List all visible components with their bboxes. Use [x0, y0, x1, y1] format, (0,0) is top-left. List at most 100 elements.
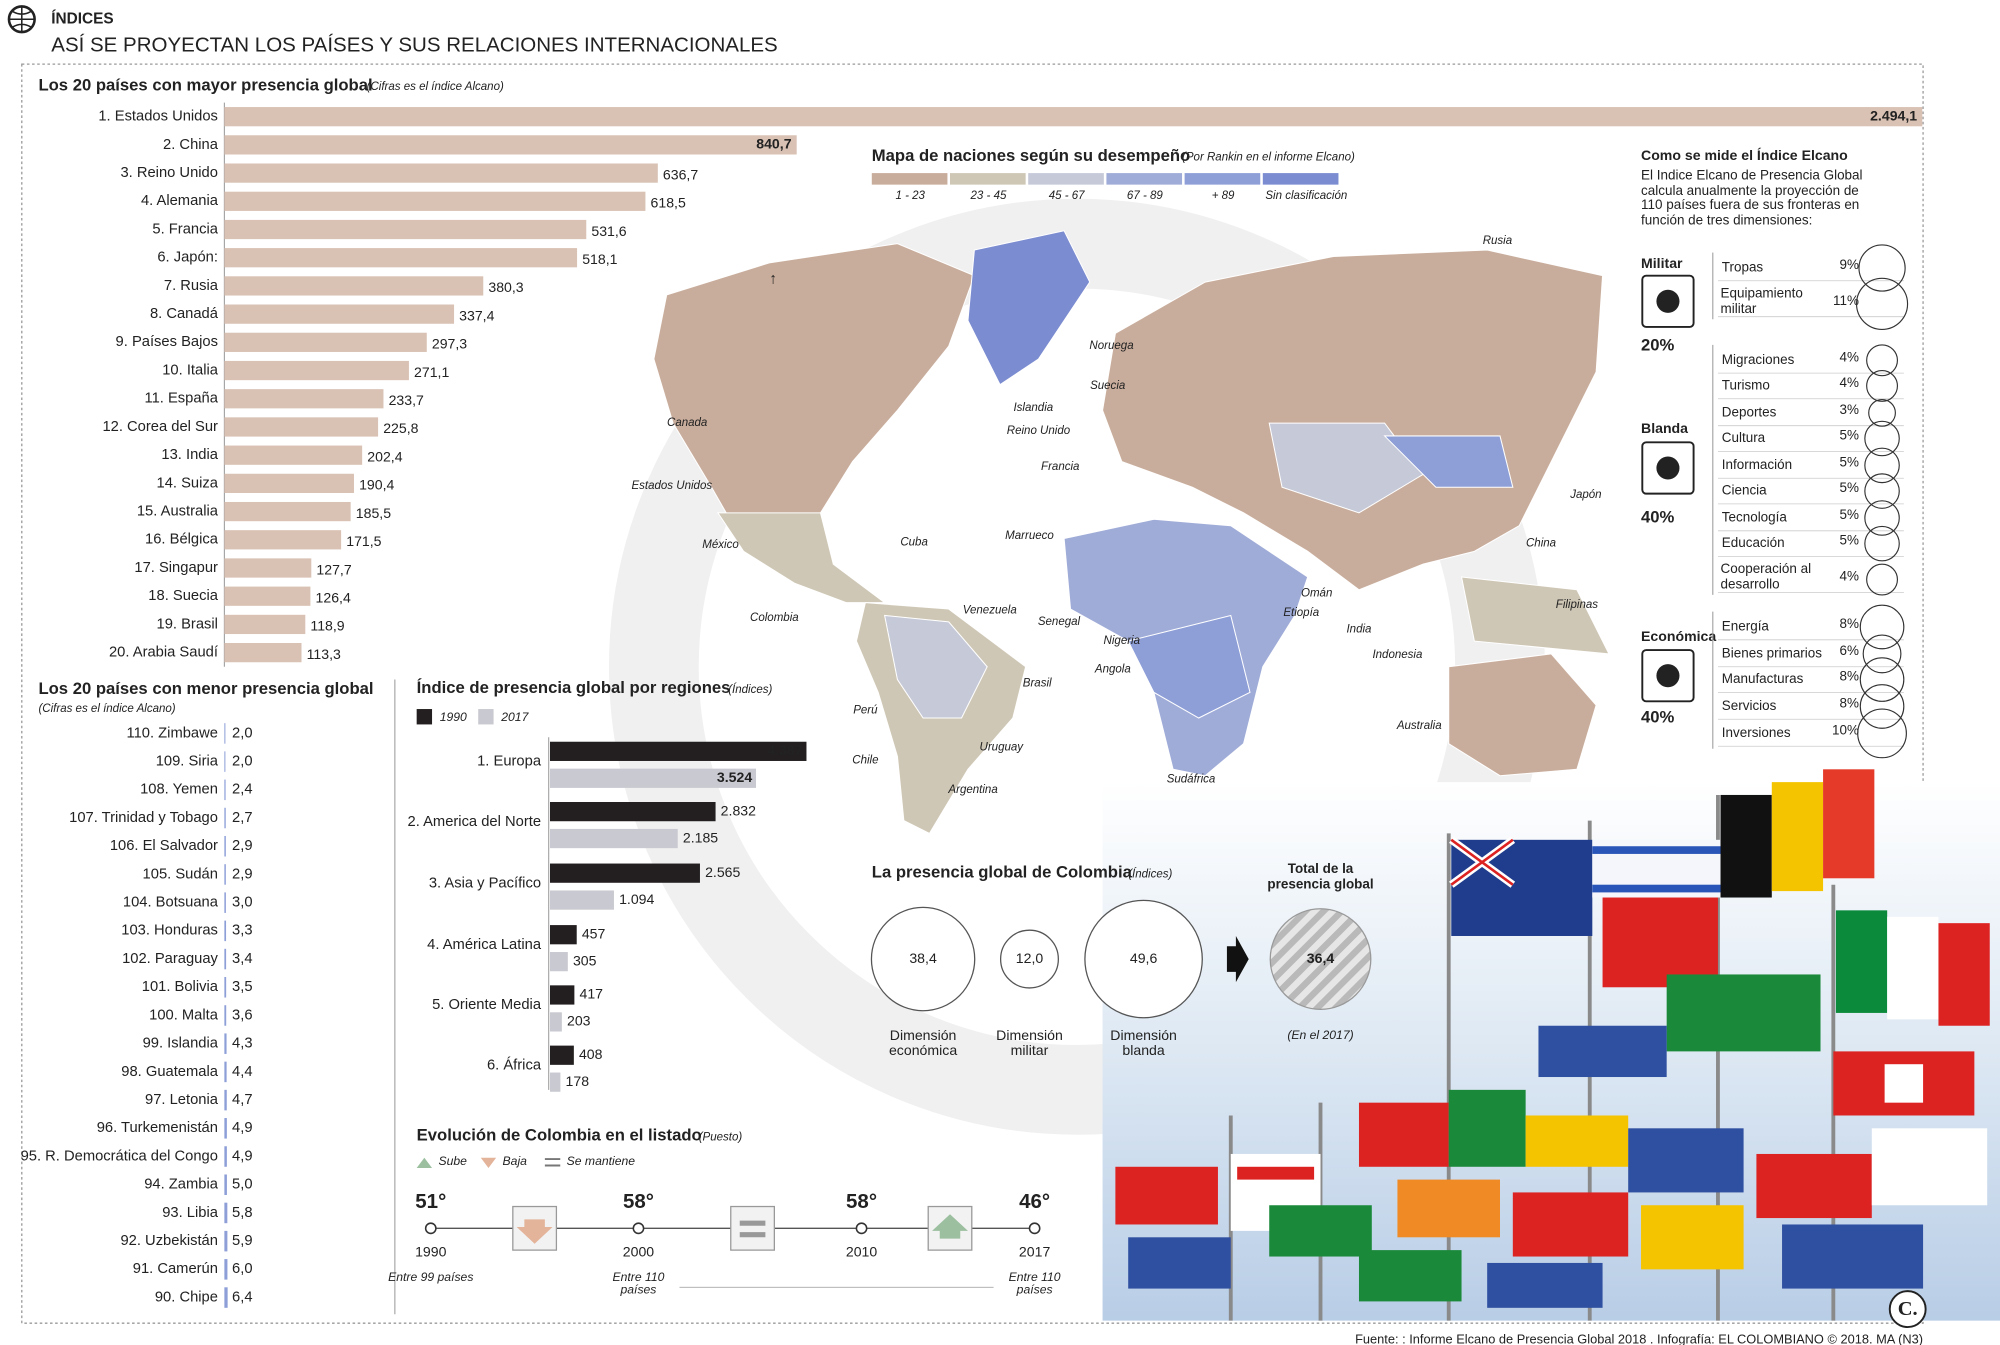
- rank-label: 58°: [623, 1190, 654, 1213]
- category-label: 10. Italia: [162, 362, 219, 378]
- bar: [224, 135, 797, 155]
- bar: [224, 723, 226, 744]
- country-label: Venezuela: [963, 604, 1018, 616]
- value-label: 4,9: [232, 1148, 252, 1164]
- bar: [224, 835, 226, 857]
- value-label: 380,3: [488, 279, 523, 295]
- page-title: ASÍ SE PROYECTAN LOS PAÍSES Y SUS RELACI…: [51, 34, 777, 57]
- legend-label: 45 - 67: [1049, 190, 1085, 202]
- legend-label: Baja: [503, 1154, 528, 1168]
- legend-swatch: [478, 709, 494, 725]
- value-label: 3,0: [232, 895, 252, 911]
- value-label: 6,0: [232, 1261, 252, 1277]
- bar: [550, 741, 807, 761]
- group-icon-glyph: [1656, 664, 1680, 688]
- item-name: Turismo: [1722, 377, 1770, 392]
- item-circle: [1855, 277, 1909, 330]
- change-box: [730, 1205, 776, 1251]
- value-label: 178: [566, 1073, 590, 1089]
- country-label: Perú: [853, 704, 878, 716]
- bar: [224, 920, 227, 942]
- total-title: Total de la presencia global: [1267, 862, 1374, 892]
- chart-title: Índice de presencia global por regiones: [417, 678, 731, 697]
- world-map: [653, 230, 1610, 835]
- bar: [224, 1118, 227, 1139]
- category-label: 101. Bolivia: [142, 979, 219, 995]
- value-label: 297,3: [432, 336, 467, 352]
- value-label: 3,6: [232, 1007, 252, 1023]
- year-label: 2017: [1019, 1243, 1051, 1259]
- category-label: 18. Suecia: [148, 588, 218, 604]
- legend-swatch: [416, 709, 433, 725]
- country-label: Colombia: [750, 612, 799, 624]
- item-value: 8%: [1840, 616, 1859, 631]
- group-name: Militar: [1641, 255, 1683, 271]
- bar: [224, 1202, 228, 1224]
- legend-label: 67 - 89: [1127, 190, 1163, 202]
- bar: [224, 1005, 227, 1026]
- bar: [224, 1230, 228, 1252]
- group-name: Blanda: [1641, 420, 1688, 436]
- country-label: Japón: [1569, 489, 1601, 501]
- dimension-value: 49,6: [1130, 950, 1158, 966]
- country-label: Noruega: [1089, 340, 1134, 352]
- value-label: 233,7: [389, 392, 424, 408]
- category-label: 97. Letonia: [145, 1092, 219, 1108]
- legend-swatch: [1184, 173, 1261, 185]
- chart-subtitle: (Índices): [728, 683, 772, 696]
- dimension-name: Dimensión militar: [996, 1028, 1063, 1060]
- total-circle: [1269, 908, 1372, 1010]
- item-name-box: Equipamiento militar: [1720, 287, 1803, 317]
- value-label: 2,7: [232, 810, 252, 826]
- arrow: [1226, 935, 1249, 983]
- value-label: 4,4: [232, 1064, 252, 1080]
- value-label: 2,0: [232, 754, 252, 770]
- country-label: Francia: [1041, 461, 1080, 473]
- item-value: 5%: [1840, 507, 1859, 522]
- country-label: Etiopía: [1283, 607, 1319, 619]
- bar: [550, 985, 575, 1005]
- category-label: 108. Yemen: [140, 782, 218, 798]
- country-label: Chile: [852, 754, 878, 766]
- country-label: Cuba: [900, 536, 928, 548]
- colombia-title: La presencia global de Colombia: [872, 863, 1133, 882]
- category-label: 3. Reino Unido: [120, 165, 217, 181]
- bar: [550, 1072, 561, 1092]
- item-name: Migraciones: [1722, 352, 1795, 367]
- country-label: Islandia: [1013, 402, 1053, 414]
- rank-label: 51°: [415, 1190, 446, 1213]
- value-label: 271,1: [414, 364, 449, 380]
- bar: [224, 530, 342, 550]
- bar: [224, 191, 646, 211]
- bar: [550, 925, 577, 945]
- legend-icon: [544, 1158, 561, 1167]
- item-value: 8%: [1840, 669, 1859, 684]
- item-name: Educación: [1722, 535, 1785, 550]
- value-label: 5,8: [232, 1205, 252, 1221]
- bar: [224, 586, 311, 606]
- legend-label: Se mantiene: [567, 1154, 636, 1168]
- value-label: 3,3: [232, 923, 252, 939]
- item-value: 11%: [1833, 293, 1859, 308]
- item-name: Equipamiento militar: [1720, 287, 1803, 317]
- item-value: 6%: [1840, 643, 1859, 658]
- bar: [550, 863, 700, 883]
- legend-label: Sube: [438, 1154, 467, 1168]
- bar: [224, 558, 312, 578]
- value-label: 202,4: [367, 448, 402, 464]
- value-label: 2,4: [232, 782, 252, 798]
- bar: [550, 1012, 562, 1032]
- legend-swatch: [871, 173, 948, 185]
- bar: [224, 445, 363, 465]
- category-label: 4. América Latina: [427, 937, 542, 953]
- country-label: Estados Unidos: [631, 480, 712, 492]
- bar: [550, 890, 614, 910]
- country-label: Reino Unido: [1007, 425, 1071, 437]
- category-label: 96. Turkemenistán: [97, 1120, 218, 1136]
- dimension-name-box: Dimensión militar: [996, 1028, 1063, 1060]
- category-label: 107. Trinidad y Tobago: [69, 810, 218, 826]
- change-icon: [932, 1214, 968, 1239]
- total-value: 36,4: [1307, 950, 1335, 966]
- value-label: 518,1: [582, 251, 617, 267]
- rank-note-box: Entre 99 países: [388, 1272, 473, 1285]
